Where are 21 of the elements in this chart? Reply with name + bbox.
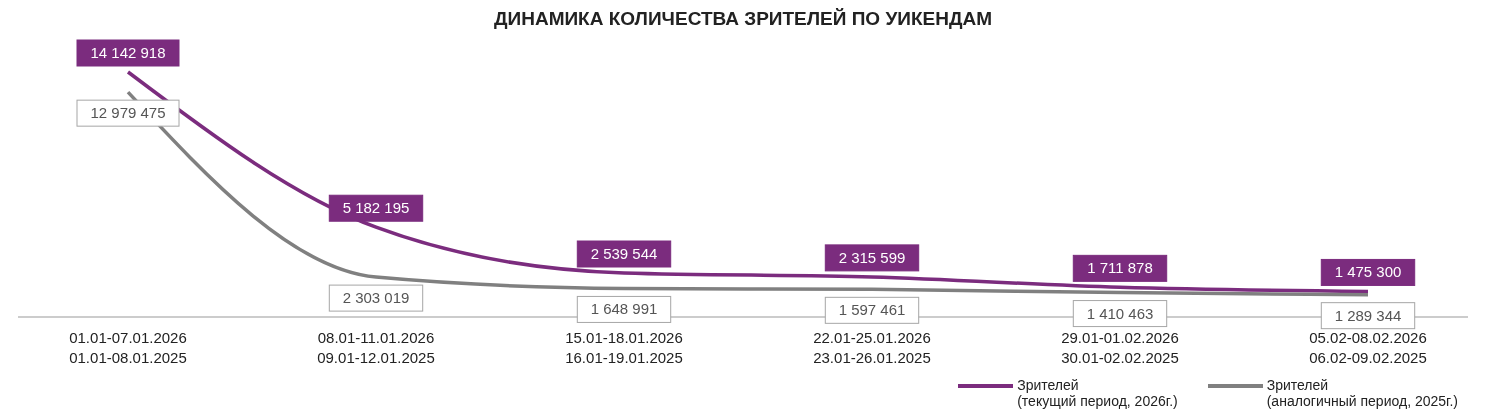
x-tick-label: 08.01-11.01.2026 09.01-12.01.2025 (317, 329, 435, 366)
x-tick-label: 05.02-08.02.2026 06.02-09.02.2025 (1309, 329, 1427, 366)
legend-label: Зрителей (текущий период, 2026г.) (1017, 377, 1178, 409)
data-label: 12 979 475 (90, 104, 166, 122)
x-tick-label: 29.01-01.02.2026 30.01-02.02.2025 (1061, 329, 1179, 366)
data-label: 1 648 991 (590, 300, 658, 318)
data-label: 1 410 463 (1086, 304, 1154, 322)
data-label: 1 711 878 (1087, 259, 1153, 277)
data-label: 1 289 344 (1334, 306, 1402, 324)
legend-label: Зрителей (аналогичный период, 2025г.) (1266, 377, 1458, 409)
data-label: 2 539 544 (590, 245, 658, 263)
data-label: 14 142 918 (90, 44, 166, 61)
x-tick-label: 15.01-18.01.2026 16.01-19.01.2025 (565, 329, 683, 366)
x-tick-label: 01.01-07.01.2026 01.01-08.01.2025 (69, 329, 187, 366)
data-label: 2 315 599 (838, 248, 906, 266)
chart-title: ДИНАМИКА КОЛИЧЕСТВА ЗРИТЕЛЕЙ ПО УИКЕНДАМ (493, 8, 993, 31)
x-tick-label: 22.01-25.01.2026 23.01-26.01.2025 (813, 329, 931, 366)
data-label: 1 475 300 (1334, 263, 1402, 281)
data-label: 1 597 461 (838, 301, 906, 319)
data-label: 2 303 019 (342, 289, 410, 307)
data-label: 5 182 195 (342, 199, 410, 217)
